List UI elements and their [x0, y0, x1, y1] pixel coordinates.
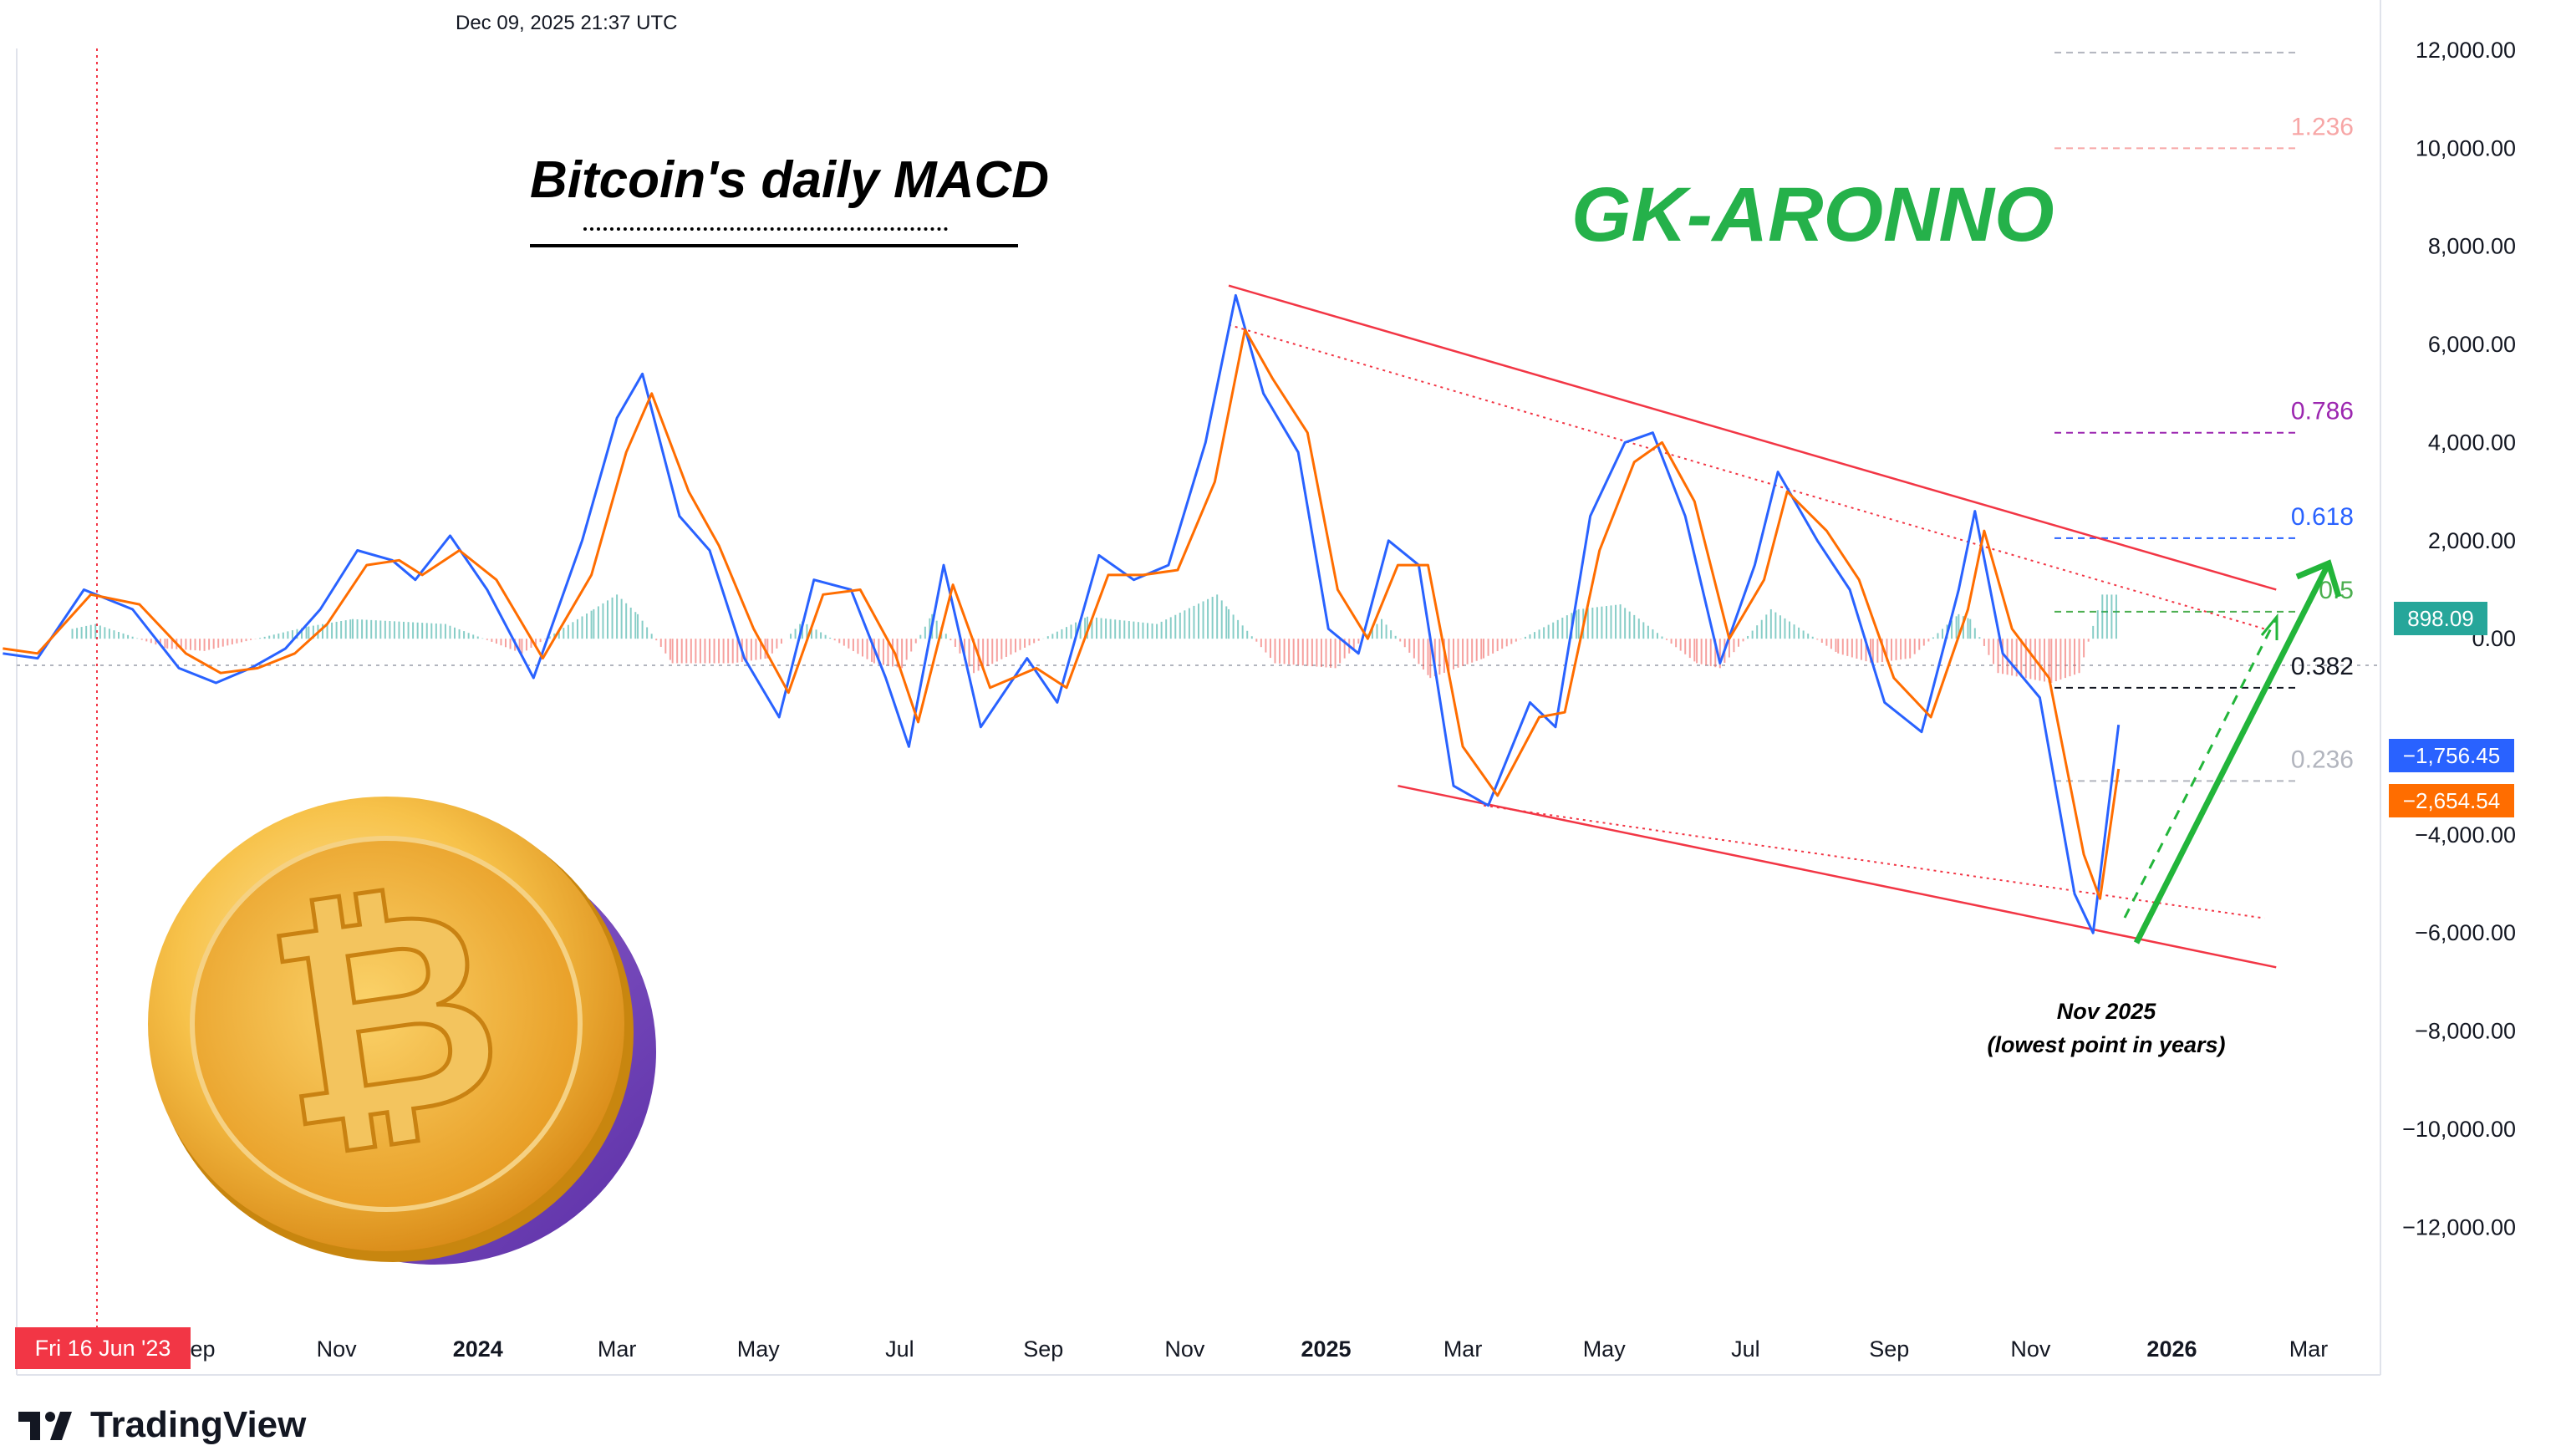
tradingview-wordmark: TradingView — [90, 1404, 307, 1445]
macd-value-badge: −1,756.45 — [2389, 739, 2514, 772]
y-tick-label: 4,000.00 — [2428, 430, 2516, 455]
fib-label: 0.618 — [2291, 503, 2354, 531]
projection-solid-arrow[interactable] — [2133, 565, 2330, 944]
trendline-channel-upper — [1228, 284, 2277, 591]
bitcoin-coin-icon: ₿ — [148, 797, 656, 1265]
y-axis[interactable]: 12,000.00 10,000.00 8,000.00 6,000.00 4,000.… — [2402, 38, 2516, 1240]
x-tick-label: Jul — [885, 1336, 914, 1362]
x-tick-label: Mar — [2289, 1336, 2329, 1362]
annotation-title: Nov 2025 — [2056, 999, 2156, 1024]
histogram-value-badge: 898.09 — [2394, 602, 2487, 635]
fib-label: 1.236 — [2291, 113, 2354, 140]
x-tick-label: Jul — [1731, 1336, 1760, 1362]
x-tick-label: 2026 — [2146, 1336, 2197, 1362]
crosshair-date-badge: Fri 16 Jun '23 — [15, 1327, 191, 1369]
x-tick-label: May — [1583, 1336, 1627, 1362]
chart-title: Bitcoin's daily MACD — [530, 151, 1050, 209]
title-dotted-underline — [583, 227, 948, 231]
projection-arrows[interactable] — [2123, 559, 2342, 944]
x-tick-label: Nov — [2010, 1336, 2051, 1362]
x-tick-label: Sep — [1023, 1336, 1063, 1362]
projection-solid-arrowhead — [2295, 559, 2342, 598]
y-tick-label: 12,000.00 — [2416, 38, 2516, 63]
x-tick-label: Mar — [1443, 1336, 1483, 1362]
projection-dashed-arrow[interactable] — [2123, 616, 2278, 919]
x-tick-label: 2025 — [1301, 1336, 1351, 1362]
projection-dashed-arrowhead — [2260, 613, 2278, 640]
tradingview-logo-icon — [18, 1412, 72, 1440]
y-tick-label: −12,000.00 — [2402, 1214, 2516, 1240]
signal-value-badge: −2,654.54 — [2389, 784, 2514, 817]
x-tick-label: Mar — [598, 1336, 637, 1362]
y-tick-label: 2,000.00 — [2428, 528, 2516, 553]
svg-text:₿: ₿ — [252, 842, 519, 1191]
x-tick-label: Sep — [1869, 1336, 1909, 1362]
x-tick-label: 2024 — [453, 1336, 503, 1362]
series-line-signal — [3, 328, 2121, 900]
y-tick-label: −8,000.00 — [2415, 1019, 2516, 1044]
fib-label: 0.786 — [2291, 398, 2354, 425]
y-tick-label: −10,000.00 — [2402, 1117, 2516, 1142]
x-axis[interactable]: Sep Nov 2024 Mar May Jul Sep Nov 2025 Mar May Jul Se… — [175, 1336, 2328, 1362]
chart-timestamp: Dec 09, 2025 21:37 UTC — [456, 12, 678, 34]
y-tick-label: 8,000.00 — [2428, 234, 2516, 259]
tradingview-branding[interactable]: TradingView — [18, 1404, 306, 1446]
x-tick-label: May — [737, 1336, 781, 1362]
title-underline — [530, 244, 1018, 247]
x-tick-label: Nov — [317, 1336, 358, 1362]
author-watermark: GK-ARONNO — [1571, 172, 2054, 257]
series-line-macd — [3, 293, 2121, 934]
fib-label: 0.382 — [2291, 653, 2354, 680]
macd-series — [3, 293, 2121, 934]
y-tick-label: −4,000.00 — [2415, 822, 2516, 848]
annotation-subtitle: (lowest point in years) — [1987, 1032, 2226, 1057]
fib-label: 0.236 — [2291, 746, 2354, 773]
y-tick-label: −6,000.00 — [2415, 920, 2516, 945]
y-tick-label: 10,000.00 — [2416, 135, 2516, 160]
x-tick-label: Nov — [1164, 1336, 1205, 1362]
trendline-channel-lower — [1398, 784, 2277, 969]
y-tick-label: 6,000.00 — [2428, 332, 2516, 357]
